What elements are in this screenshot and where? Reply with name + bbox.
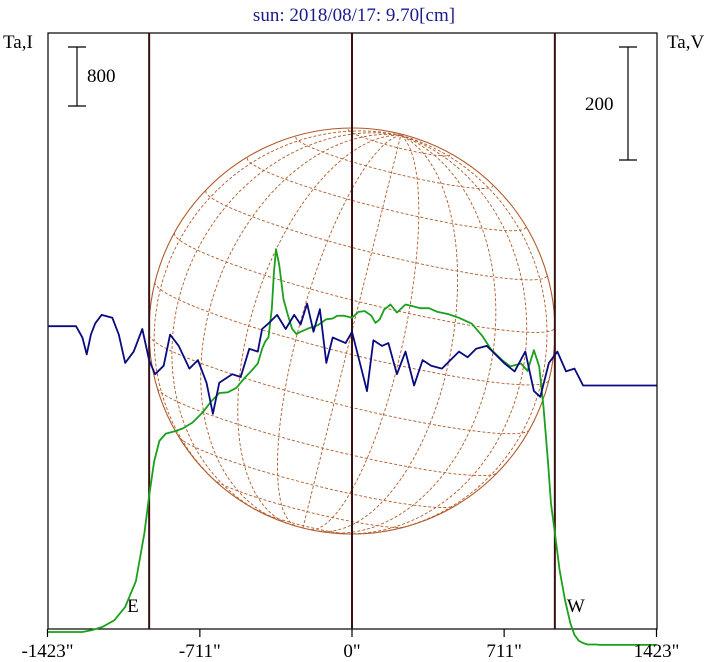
- solar-disk-grid: [148, 127, 556, 535]
- disk-meridian: [384, 134, 548, 532]
- disk-parallel: [205, 190, 548, 281]
- disk-meridian: [310, 134, 420, 531]
- disk-parallel: [212, 478, 406, 528]
- disk-parallel: [178, 437, 455, 508]
- right-scale-bar: 200: [585, 46, 637, 161]
- disk-parallel: [154, 281, 550, 386]
- disk-parallel: [246, 157, 527, 232]
- limb-label: E: [127, 596, 139, 617]
- right-scale-bar-label: 200: [585, 94, 614, 115]
- x-tick-label: -1423": [21, 641, 73, 662]
- disk-meridian: [200, 133, 401, 519]
- x-tick-label: 1423": [634, 641, 680, 662]
- disk-parallel: [258, 510, 350, 535]
- disk-meridian: [237, 134, 401, 524]
- x-axis-ticks: -1423" -711" 0" 711" 1423": [21, 629, 679, 662]
- disk-parallel: [157, 388, 497, 477]
- x-tick-label: 711": [486, 641, 522, 662]
- disk-meridian: [171, 132, 401, 513]
- x-tick-label: 0": [343, 641, 360, 662]
- disk-parallel: [295, 137, 494, 189]
- limb-label: W: [567, 596, 585, 617]
- disk-parallel: [173, 232, 556, 333]
- left-scale-bar: 800: [68, 46, 116, 107]
- left-axis-label: Ta,I: [3, 32, 33, 53]
- chart-title: sun: 2018/08/17: 9.70[cm]: [253, 5, 455, 26]
- x-tick-label: -711": [179, 641, 221, 662]
- series-line-i: [47, 248, 657, 646]
- left-scale-bar-label: 800: [87, 66, 116, 87]
- disk-parallel: [148, 335, 530, 435]
- series-line-v: [47, 302, 657, 415]
- disk-meridian: [302, 135, 402, 528]
- series-lines: [47, 248, 657, 646]
- disk-meridian: [318, 134, 459, 532]
- disk-meridian: [348, 134, 528, 535]
- disk-meridian: [277, 134, 401, 527]
- disk-meridian: [332, 134, 497, 534]
- right-axis-label: Ta,V: [667, 32, 704, 53]
- disk-parallel: [347, 129, 451, 157]
